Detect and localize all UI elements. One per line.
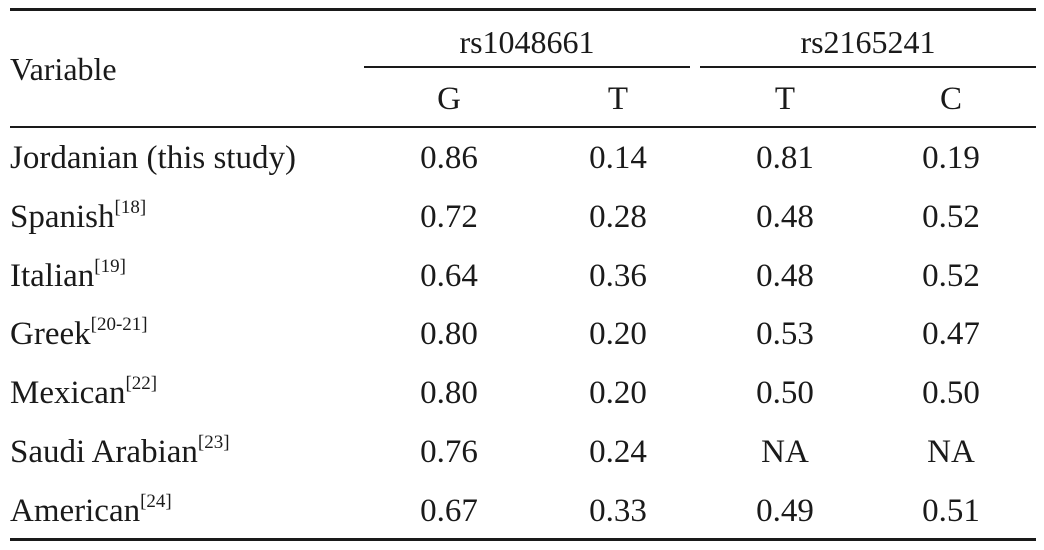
header-group-rs1048661: rs1048661 — [459, 24, 595, 60]
reference-citation: [24] — [140, 491, 172, 512]
population-name: Greek — [10, 316, 91, 352]
frequency-cell: 0.20 — [589, 375, 647, 411]
population-name: Italian — [10, 258, 95, 294]
frequency-cell: 0.48 — [756, 258, 814, 294]
frequency-cell: 0.52 — [922, 258, 980, 294]
frequency-cell: 0.51 — [922, 493, 980, 529]
frequency-cell: 0.64 — [420, 258, 478, 294]
frequency-cell: 0.86 — [420, 140, 478, 176]
table-top-rule — [10, 8, 1036, 11]
frequency-cell: 0.36 — [589, 258, 647, 294]
frequency-cell: 0.50 — [756, 375, 814, 411]
row-label: Jordanian (this study) — [10, 142, 296, 175]
frequency-cell: 0.67 — [420, 493, 478, 529]
frequency-cell: 0.49 — [756, 493, 814, 529]
reference-citation: [22] — [125, 373, 158, 394]
table-bottom-rule — [10, 538, 1036, 541]
frequency-cell: 0.80 — [420, 375, 478, 411]
header-variable: Variable — [10, 51, 117, 87]
frequency-cell: 0.48 — [756, 199, 814, 235]
header-col-t1: T — [607, 81, 629, 117]
frequency-cell: 0.76 — [420, 434, 478, 470]
frequency-cell: NA — [927, 434, 975, 470]
row-label: Spanish[18] — [10, 198, 146, 235]
header-col-t2: T — [774, 81, 796, 117]
reference-citation: [19] — [94, 256, 126, 277]
frequency-cell: 0.50 — [922, 375, 980, 411]
frequency-cell: 0.72 — [420, 199, 478, 235]
frequency-cell: 0.47 — [922, 316, 980, 352]
row-label: Italian[19] — [10, 257, 126, 294]
frequency-cell: NA — [761, 434, 809, 470]
row-label: Greek[20-21] — [10, 315, 148, 352]
frequency-cell: 0.52 — [922, 199, 980, 235]
reference-citation: [20-21] — [90, 314, 148, 335]
frequency-cell: 0.33 — [589, 493, 647, 529]
frequency-cell: 0.24 — [589, 434, 647, 470]
population-name: Jordanian (this study) — [10, 140, 296, 176]
header-col-g: G — [437, 81, 461, 117]
row-label: Saudi Arabian[23] — [10, 433, 230, 470]
population-name: Mexican — [10, 375, 126, 411]
header-group-rs2165241: rs2165241 — [800, 24, 936, 60]
header-col-c: C — [939, 81, 962, 117]
frequency-cell: 0.53 — [756, 316, 814, 352]
frequency-cell: 0.14 — [589, 140, 647, 176]
group-rule-rs2165241 — [700, 66, 1036, 68]
reference-citation: [18] — [114, 197, 147, 218]
population-name: Saudi Arabian — [10, 434, 198, 470]
frequency-cell: 0.28 — [589, 199, 647, 235]
row-label: American[24] — [10, 492, 172, 529]
population-name: American — [10, 493, 141, 529]
header-bottom-rule — [10, 126, 1036, 128]
group-rule-rs1048661 — [364, 66, 690, 68]
frequency-cell: 0.20 — [589, 316, 647, 352]
row-label: Mexican[22] — [10, 374, 157, 411]
frequency-cell: 0.80 — [420, 316, 478, 352]
reference-citation: [23] — [197, 432, 230, 453]
frequency-cell: 0.81 — [756, 140, 814, 176]
frequency-cell: 0.19 — [922, 140, 980, 176]
population-name: Spanish — [10, 199, 115, 235]
